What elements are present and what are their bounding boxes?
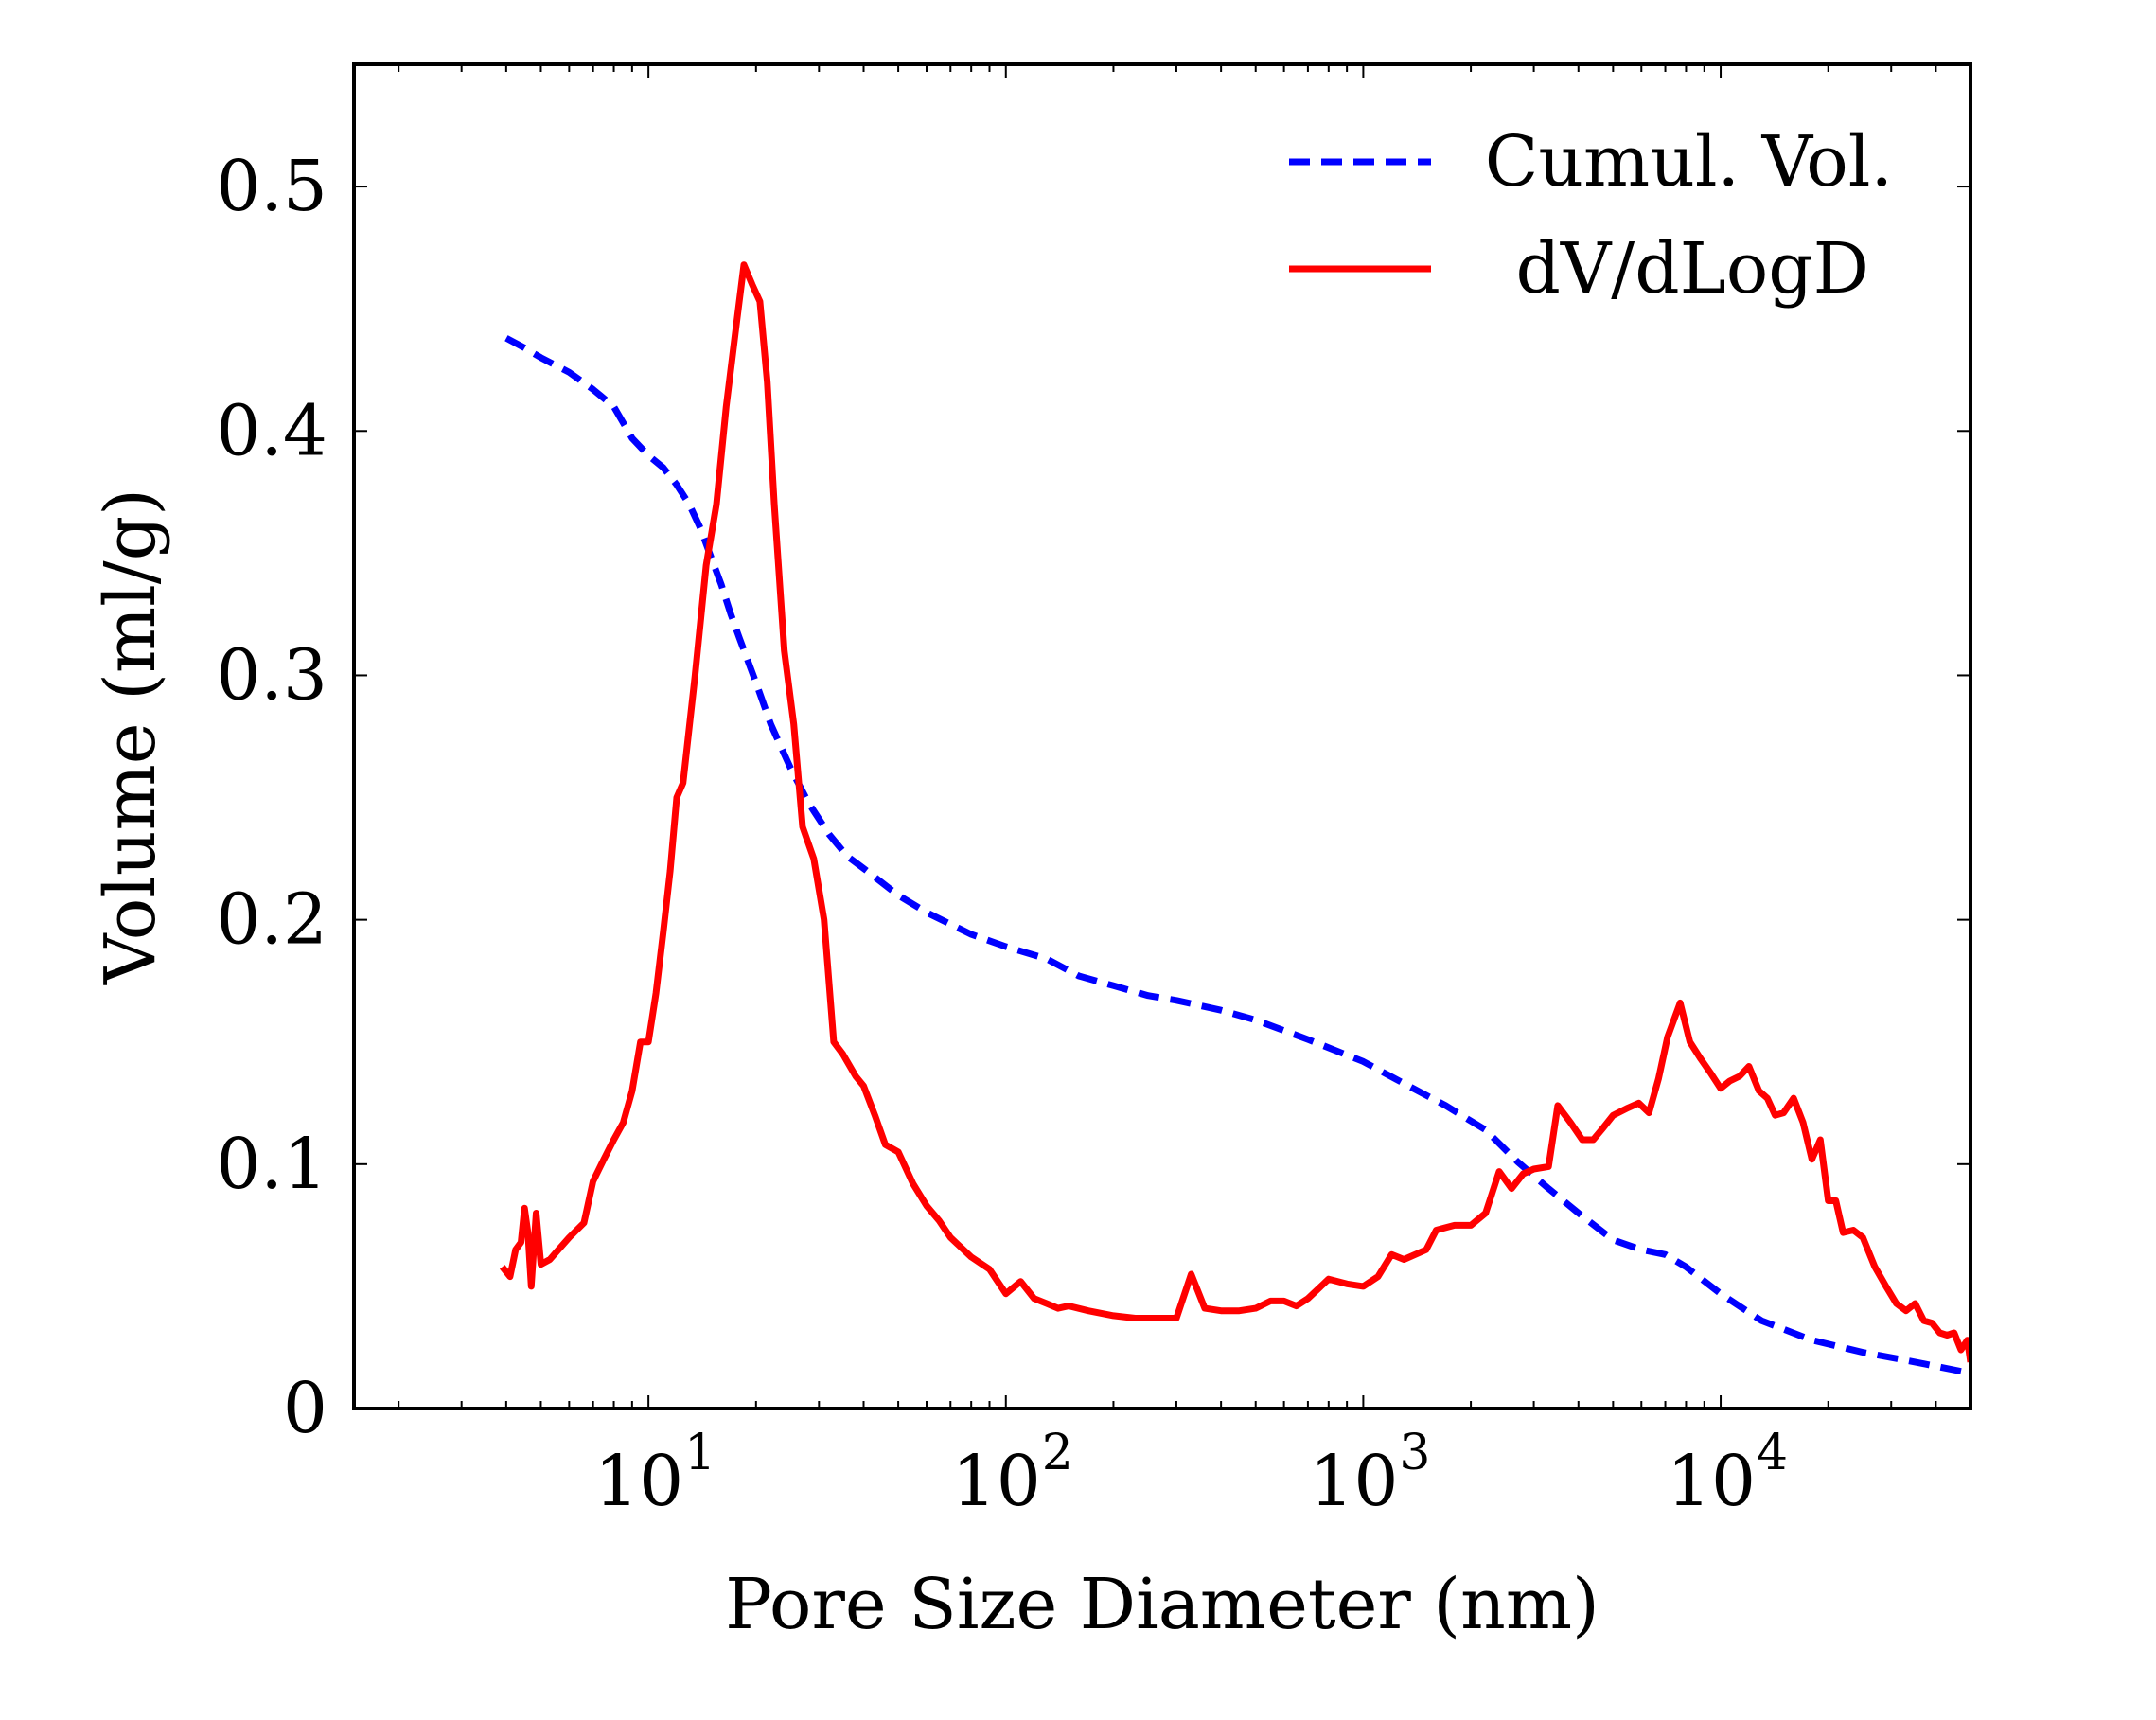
x-tick-label: 10 [952, 1441, 1041, 1522]
y-tick-label: 0 [283, 1368, 327, 1449]
y-tick-label: 0.4 [216, 390, 327, 471]
x-tick-label-exponent: 4 [1757, 1425, 1788, 1481]
y-tick-label: 0.2 [216, 879, 327, 961]
plot-frame [352, 62, 1972, 1410]
x-tick-label: 10 [1309, 1441, 1398, 1522]
x-axis-label: Pore Size Diameter (nm) [725, 1564, 1599, 1645]
x-tick-label-exponent: 2 [1042, 1425, 1073, 1481]
x-tick-label: 10 [594, 1441, 683, 1522]
series-line-cumul-vol [504, 335, 1965, 1375]
legend: Cumul. Vol. dV/dLogD [1289, 121, 1893, 310]
x-tick-label: 10 [1667, 1441, 1756, 1522]
series-line-dv-dlogd [499, 261, 1970, 1363]
y-axis-label: Volume (ml/g) [90, 488, 171, 985]
y-tick-label: 0.3 [216, 634, 327, 716]
x-tick-label-exponent: 3 [1399, 1425, 1430, 1481]
x-tick-label-exponent: 1 [684, 1425, 716, 1481]
legend-label-cumul-vol: Cumul. Vol. [1485, 121, 1893, 203]
y-tick-label: 0.1 [216, 1124, 327, 1205]
legend-label-dv-dlogd: dV/dLogD [1515, 228, 1869, 310]
y-tick-label: 0.5 [216, 146, 327, 227]
